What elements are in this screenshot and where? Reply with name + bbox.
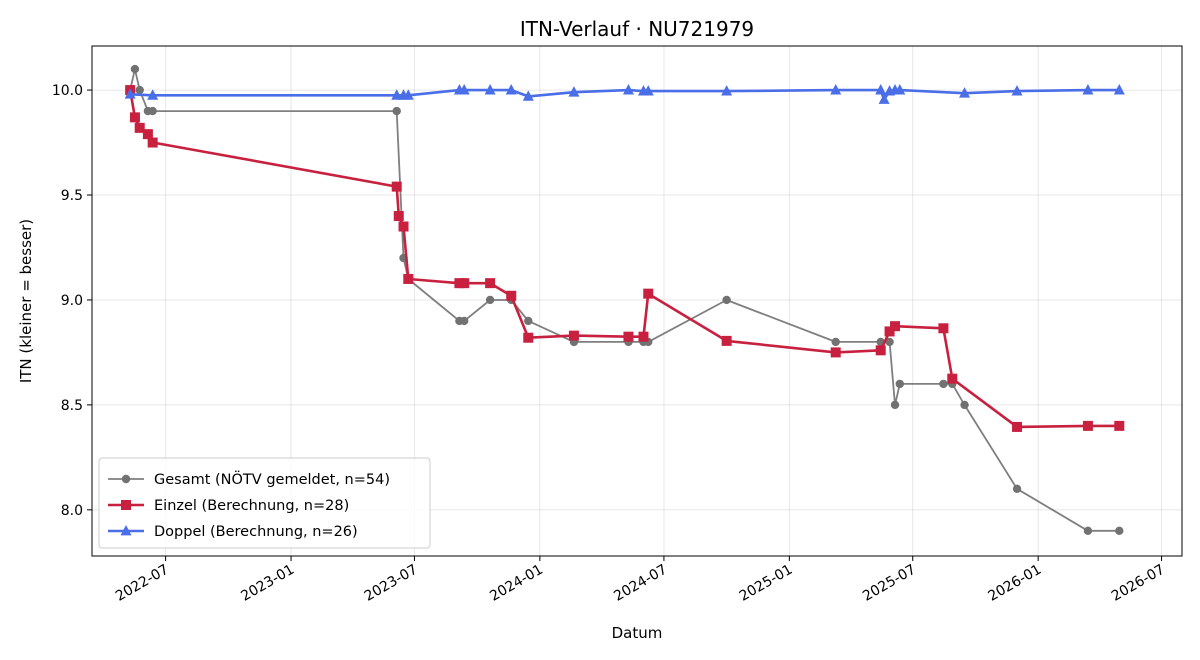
x-tick-label: 2026-07 [1109, 562, 1168, 605]
data-point [721, 85, 733, 96]
data-point [403, 273, 414, 284]
data-point [129, 112, 140, 123]
data-point [878, 93, 890, 104]
data-point [722, 295, 731, 305]
data-point [147, 89, 159, 100]
data-point [947, 373, 958, 384]
y-tick-label: 10.0 [52, 83, 83, 99]
data-point [938, 323, 949, 334]
legend-swatch [108, 500, 144, 510]
legend-swatch [108, 474, 144, 484]
data-point [568, 86, 580, 97]
data-point [398, 221, 409, 232]
legend-marker [120, 524, 132, 536]
x-tick-label: 2024-01 [487, 562, 546, 605]
x-tick-label: 2026-01 [986, 562, 1045, 605]
legend-marker [121, 500, 131, 510]
y-tick-label: 8.5 [61, 398, 83, 414]
data-point [1012, 484, 1022, 494]
x-tick-label: 2023-01 [238, 562, 297, 605]
data-point [1011, 85, 1023, 96]
legend-entry: Doppel (Berechnung, n=26) [108, 524, 358, 540]
data-point [124, 88, 136, 99]
data-point [1083, 526, 1093, 536]
legend-label: Einzel (Berechnung, n=28) [154, 498, 349, 514]
data-point [1113, 84, 1125, 95]
data-point [402, 89, 414, 100]
data-point [458, 84, 470, 95]
data-point [622, 84, 634, 95]
data-point [884, 326, 895, 337]
data-point [134, 122, 145, 133]
data-point [623, 331, 634, 342]
data-point [642, 85, 654, 96]
series-line [128, 89, 1120, 429]
data-point [830, 84, 842, 95]
data-point [885, 337, 894, 347]
data-point [1114, 420, 1125, 431]
y-tick-label: 9.5 [61, 188, 83, 204]
data-point [1082, 420, 1093, 431]
data-point [522, 90, 534, 101]
x-tick-label: 2025-01 [737, 562, 796, 605]
data-point [638, 331, 649, 342]
data-point [1082, 84, 1094, 95]
y-tick-label: 9.0 [61, 293, 83, 309]
data-point [148, 106, 157, 116]
x-tick-label: 2025-07 [860, 562, 919, 605]
data-point [130, 64, 140, 74]
legend-label: Gesamt (NÖTV gemeldet, n=54) [154, 470, 390, 488]
data-point [505, 84, 517, 95]
series-layer [124, 64, 1125, 536]
data-point [890, 400, 900, 410]
legend-swatch [108, 524, 144, 536]
data-point [391, 181, 402, 192]
data-point [890, 321, 901, 332]
data-point [831, 337, 840, 347]
x-tick-label: 2022-07 [113, 562, 172, 605]
series-triangle [124, 84, 1125, 104]
data-point [959, 87, 971, 98]
x-tick-label: 2024-07 [611, 562, 670, 605]
y-axis-label: ITN (kleiner = besser) [17, 219, 35, 383]
data-point [524, 316, 533, 326]
data-point [393, 211, 404, 221]
legend-label: Doppel (Berechnung, n=26) [154, 524, 358, 540]
data-point [894, 84, 906, 95]
data-point [523, 332, 534, 343]
legend-box [98, 457, 431, 549]
x-axis-label: Datum [612, 624, 663, 642]
legend-marker [121, 474, 131, 484]
data-point [875, 84, 887, 95]
data-point [485, 278, 496, 289]
data-point [485, 295, 495, 305]
data-point [1012, 421, 1023, 432]
data-point [960, 400, 969, 410]
data-point [135, 85, 144, 95]
data-point [643, 288, 654, 299]
series-square [125, 85, 1125, 432]
data-point [147, 137, 158, 148]
legend-entry: Gesamt (NÖTV gemeldet, n=54) [108, 470, 390, 488]
legend: Gesamt (NÖTV gemeldet, n=54) Einzel (Bere… [98, 457, 431, 549]
data-point [1115, 526, 1124, 536]
data-point [392, 106, 401, 116]
chart-title: ITN-Verlauf · NU721979 [520, 17, 754, 41]
data-point [721, 335, 732, 346]
data-point [568, 330, 579, 341]
legend-entry: Einzel (Berechnung, n=28) [108, 498, 349, 514]
data-point [459, 278, 470, 289]
data-point [895, 379, 904, 389]
data-point [506, 290, 517, 301]
data-point [484, 84, 496, 95]
data-point [142, 129, 153, 140]
plot-frame [91, 45, 1183, 557]
x-tick-label: 2023-07 [362, 562, 421, 605]
data-point [939, 379, 948, 389]
y-tick-label: 8.0 [61, 503, 83, 519]
data-point [830, 347, 841, 358]
data-point [875, 345, 886, 356]
data-point [459, 316, 469, 326]
